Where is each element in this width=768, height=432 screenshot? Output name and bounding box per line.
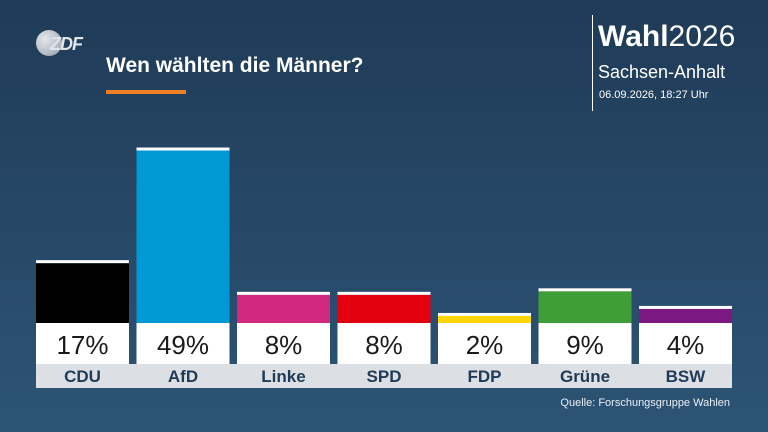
timestamp: 06.09.2026, 18:27 Uhr <box>599 89 709 101</box>
value-box-afd <box>136 323 230 364</box>
bar-afd <box>136 150 230 323</box>
value-box-bsw <box>639 323 732 364</box>
bar-cap-afd <box>136 147 230 151</box>
value-box-spd <box>337 323 431 364</box>
bar-cap-cdu <box>36 260 129 264</box>
category-label-grüne: Grüne <box>560 367 610 386</box>
bar-cap-linke <box>237 291 330 295</box>
value-label-afd: 49% <box>157 330 209 360</box>
value-box-fdp <box>438 323 531 364</box>
election-brand: Wahl2026 <box>598 20 735 54</box>
value-label-cdu: 17% <box>56 330 108 360</box>
bar-linke <box>237 294 330 323</box>
category-label-afd: AfD <box>168 367 198 386</box>
value-label-grüne: 9% <box>566 330 604 360</box>
header-divider <box>592 15 593 111</box>
category-label-linke: Linke <box>261 367 305 386</box>
value-label-bsw: 4% <box>667 330 705 360</box>
chart-title: Wen wählten die Männer? <box>106 54 364 77</box>
value-label-fdp: 2% <box>466 330 504 360</box>
bar-spd <box>337 294 431 323</box>
category-strip <box>36 364 732 388</box>
zdf-logo-disc <box>36 30 62 56</box>
value-box-cdu <box>36 323 129 364</box>
bar-cap-fdp <box>438 312 531 316</box>
category-label-spd: SPD <box>367 367 402 386</box>
category-label-fdp: FDP <box>468 367 502 386</box>
bar-grüne <box>538 291 632 323</box>
brand-year: 2026 <box>668 20 736 53</box>
value-box-linke <box>237 323 330 364</box>
region-label: Sachsen-Anhalt <box>598 62 726 82</box>
value-box-grüne <box>538 323 632 364</box>
bar-cdu <box>36 263 129 323</box>
title-underline <box>106 90 186 94</box>
bar-cap-grüne <box>538 288 632 292</box>
value-label-spd: 8% <box>365 330 403 360</box>
zdf-logo: ZDF <box>36 30 90 58</box>
bar-fdp <box>438 315 531 323</box>
value-label-linke: 8% <box>265 330 303 360</box>
category-label-cdu: CDU <box>64 367 101 386</box>
category-label-bsw: BSW <box>666 367 707 386</box>
bar-bsw <box>639 308 732 323</box>
brand-bold: Wahl <box>598 20 669 53</box>
zdf-logo-text: ZDF <box>50 34 83 54</box>
bar-cap-spd <box>337 291 431 295</box>
bar-cap-bsw <box>639 305 732 309</box>
source-label: Quelle: Forschungsgruppe Wahlen <box>560 397 730 409</box>
